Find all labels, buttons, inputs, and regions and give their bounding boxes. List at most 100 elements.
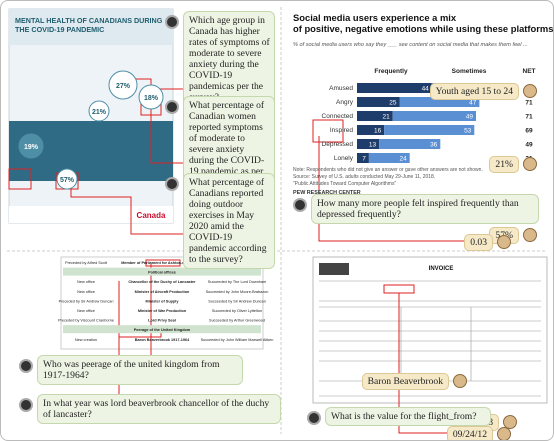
assistant-avatar [497, 235, 511, 249]
category-label: Amused [329, 85, 353, 92]
bar [357, 153, 369, 163]
question: How many more people felt inspired frequ… [311, 194, 539, 224]
question: Which age group in Canada has higher rat… [183, 11, 275, 107]
invoice-lines [319, 280, 541, 397]
answer: 21% [489, 156, 519, 173]
table-cell: Political offices [148, 271, 176, 275]
table-cell: New office [77, 280, 95, 284]
table-cell: Minister of Aircraft Production [135, 290, 190, 294]
answer: Youth aged 15 to 24 [429, 83, 519, 100]
stat: 19% [24, 144, 39, 151]
category-label: Depressed [322, 141, 354, 148]
section-row [63, 325, 261, 334]
table-cell: Succeeded by The Lord Downham [208, 280, 266, 284]
stat-circle [138, 84, 164, 110]
net-value: 71 [525, 114, 533, 121]
table-cell: Member of Parliament for Ashton-under-Ly… [121, 261, 203, 265]
invoice-logo [319, 263, 349, 275]
assistant-avatar [523, 157, 537, 171]
assistant-avatar [497, 427, 511, 440]
assistant-avatar [503, 415, 517, 429]
value-label: 53 [464, 128, 472, 135]
value-label: 24 [399, 156, 407, 163]
value-label: 36 [430, 142, 438, 149]
net-value: 49 [525, 142, 533, 149]
category-label: Inspired [330, 127, 354, 134]
net-value: 69 [525, 128, 533, 135]
answer: 0.03 [464, 234, 493, 251]
bar [357, 83, 432, 93]
table-cell: Lord Privy Seal [148, 319, 176, 323]
chart-note: "Public Attitudes Toward Computer Algori… [293, 181, 396, 187]
invoice-title: INVOICE [429, 266, 454, 272]
column-header: Sometimes [452, 68, 487, 75]
value-label: 47 [469, 100, 477, 107]
section-row [63, 267, 261, 276]
table-cell: Peerage of the United Kingdom [134, 328, 191, 332]
bar [368, 153, 410, 163]
question: Who was peerage of the united kingdom fr… [37, 355, 243, 385]
bar [399, 97, 480, 107]
category-label: Lonely [334, 155, 354, 162]
table-cell: Minister of War Production [138, 309, 187, 313]
net-value: 71 [525, 100, 533, 107]
question: What percentage of Canadians reported do… [183, 173, 275, 269]
chart-title: Social media users experience a mix of po… [293, 12, 553, 34]
bar [384, 125, 475, 135]
category-label: Angry [336, 99, 354, 106]
bar [392, 111, 476, 121]
table-cell: New office [77, 309, 95, 313]
user-avatar [19, 398, 33, 412]
table-cell: Minister of Supply [146, 299, 180, 303]
stat-circle [18, 133, 44, 159]
user-avatar [165, 177, 179, 191]
bar [357, 125, 385, 135]
infographic-title: MENTAL HEALTH OF CANADIANS DURING THE COV… [15, 16, 163, 34]
table-cell: Preceded by Alfred Scott [65, 261, 108, 265]
table-cell: Preceded by Viscount Cranborne [58, 319, 114, 323]
chart-source: PEW RESEARCH CENTER [293, 190, 361, 196]
chart-note: Note: Respondents who did not give an an… [293, 167, 483, 173]
user-avatar [165, 100, 179, 114]
question: In what year was lord beaverbrook chance… [37, 394, 281, 424]
table-cell: Succeeded by Arthur Greenwood [209, 319, 265, 323]
value-label: 13 [369, 142, 377, 149]
stat-circle [56, 168, 78, 190]
value-label: 44 [422, 86, 430, 93]
stat: 57% [60, 177, 75, 184]
user-avatar [293, 198, 307, 212]
user-avatar [307, 411, 321, 425]
value-label: 21 [382, 114, 390, 121]
table-cell: Succeeded by Sir Andrew Duncan [208, 299, 266, 303]
value-label: 49 [466, 114, 474, 121]
table-cell: New office [77, 290, 95, 294]
assistant-avatar [523, 84, 537, 98]
category-label: Connected [322, 113, 354, 120]
infographic-footer [9, 206, 173, 223]
stat: 27% [116, 83, 131, 90]
chart-note: Source: Survey of U.S. adults conducted … [293, 174, 435, 180]
answer: 09/24/12 [446, 426, 493, 440]
user-avatar [19, 359, 33, 373]
table-cell: New creation [75, 338, 97, 342]
bar [357, 139, 380, 149]
value-label: 7 [362, 156, 366, 163]
infographic-header [9, 9, 173, 45]
column-header: NET [523, 68, 536, 75]
table-cell: Chancellor of the Duchy of Lancaster [128, 280, 196, 284]
table-cell: Succeeded by John William Maxwell Aitken [201, 338, 274, 342]
chart-subtitle: % of social media users who say they ___… [293, 42, 528, 48]
stat-circle [108, 70, 138, 100]
footer-logo: Canada [137, 211, 166, 220]
user-avatar [165, 15, 179, 29]
assistant-avatar [453, 374, 467, 388]
value-label: 16 [374, 128, 382, 135]
table-cell: Preceded by Sir Andrew Duncan [59, 299, 114, 303]
stat: 21% [92, 109, 107, 116]
answer: Baron Beaverbrook [361, 373, 449, 390]
stat: 18% [144, 95, 159, 102]
stat-circle [88, 100, 110, 122]
value-label: 25 [389, 100, 397, 107]
